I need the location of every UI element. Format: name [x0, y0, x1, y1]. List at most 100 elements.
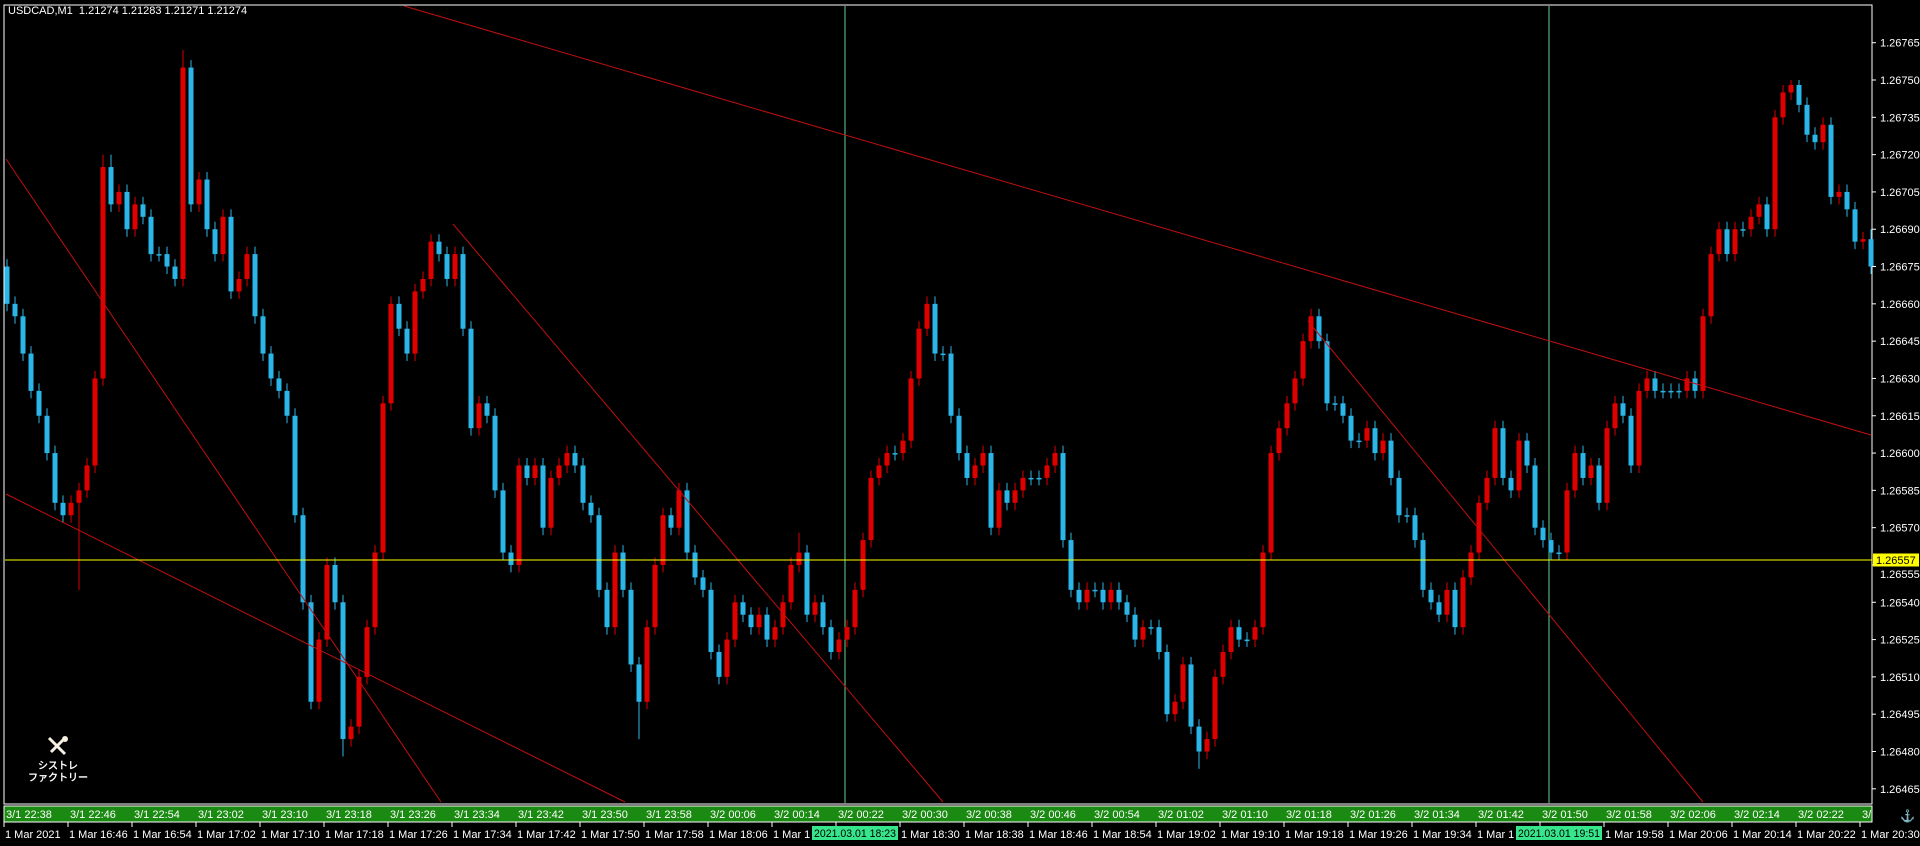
candle-body: [1004, 490, 1010, 503]
candle: [1540, 520, 1546, 548]
candle: [1164, 644, 1170, 722]
candle: [44, 408, 50, 461]
candle: [1148, 619, 1154, 635]
candle: [1332, 395, 1338, 411]
candle: [316, 632, 322, 710]
candle-body: [1340, 403, 1346, 416]
candle-body: [668, 515, 674, 528]
price-label: 1.26495: [1880, 709, 1920, 721]
candle: [676, 482, 682, 536]
candle-body: [1332, 403, 1338, 405]
trendline[interactable]: [5, 158, 442, 803]
candle-body: [980, 453, 986, 466]
candle-body: [52, 453, 58, 503]
candle: [220, 209, 226, 262]
candle: [1676, 383, 1682, 399]
candle: [1292, 370, 1298, 411]
candle: [1652, 370, 1658, 399]
candle-body: [1612, 403, 1618, 429]
candle-body: [1276, 428, 1282, 454]
candle-body: [1148, 627, 1154, 629]
candle-body: [1044, 465, 1050, 478]
candle: [300, 507, 306, 610]
time-label-bottom: 1 Mar 17:26: [389, 829, 448, 841]
trendline[interactable]: [5, 493, 626, 803]
candle: [4, 259, 10, 312]
candle: [1076, 582, 1082, 610]
candle: [660, 507, 666, 573]
candle-body: [100, 167, 106, 379]
candle-body: [228, 216, 234, 292]
candle: [348, 719, 354, 747]
candle-body: [76, 490, 82, 503]
candle-body: [268, 353, 274, 379]
candle-body: [44, 415, 50, 454]
time-label-top: 3/1 23:50: [582, 809, 628, 821]
candle: [1412, 507, 1418, 548]
candle-body: [764, 614, 770, 640]
candle: [1716, 221, 1722, 262]
candle: [268, 346, 274, 386]
candle: [1748, 209, 1754, 237]
candle-body: [1500, 428, 1506, 478]
candle-body: [1684, 378, 1690, 391]
time-label-bottom: 1 Mar 16:46: [69, 829, 128, 841]
candle: [1428, 582, 1434, 610]
candle-body: [1452, 589, 1458, 628]
time-label-bottom: 1 Mar 20:14: [1733, 829, 1792, 841]
time-label-bottom: 1 Mar 20:22: [1797, 829, 1856, 841]
time-highlight-label: 2021.03.01 18:23: [814, 828, 896, 840]
candle-body: [796, 552, 802, 565]
candle-body: [356, 676, 362, 727]
candle-body: [1660, 390, 1666, 393]
candle: [1844, 184, 1850, 217]
candle: [1036, 470, 1042, 486]
candle-body: [1356, 440, 1362, 443]
candle-body: [260, 316, 266, 354]
candle-body: [1108, 589, 1114, 603]
candle-body: [948, 353, 954, 416]
candle: [1868, 229, 1874, 274]
trendline[interactable]: [403, 5, 1872, 436]
candle: [940, 346, 946, 362]
candle: [1644, 370, 1650, 399]
scroll-lock-icon[interactable]: ⚓: [1900, 809, 1915, 823]
candle-body: [1028, 477, 1034, 480]
candle-body: [1580, 453, 1586, 478]
time-axis-band: [3, 805, 1873, 823]
candle-body: [428, 241, 434, 279]
candle: [1796, 80, 1802, 113]
candle-body: [212, 229, 218, 255]
candle: [68, 495, 74, 523]
time-label-top: 3/2 01:10: [1222, 809, 1268, 821]
symbol-timeframe: USDCAD,M1: [8, 5, 73, 17]
candle-body: [620, 552, 626, 590]
price-label: 1.26690: [1880, 224, 1920, 236]
candle: [52, 445, 58, 511]
candle-body: [1748, 216, 1754, 230]
candle-body: [956, 415, 962, 454]
candle: [964, 445, 970, 486]
candle: [692, 545, 698, 585]
time-label-top: 3/2 02:14: [1734, 809, 1780, 821]
candle: [236, 271, 242, 299]
candle: [1404, 507, 1410, 523]
candle-body: [1436, 602, 1442, 615]
candle-body: [292, 415, 298, 516]
trendline[interactable]: [452, 223, 944, 803]
trendline[interactable]: [1307, 320, 1704, 803]
candle-body: [972, 465, 978, 478]
candle-body: [188, 67, 194, 205]
candle-body: [1668, 390, 1674, 393]
candle: [1180, 656, 1186, 710]
candle-body: [1444, 589, 1450, 615]
price-label: 1.26630: [1880, 373, 1920, 385]
candle: [1740, 221, 1746, 237]
candle: [1356, 433, 1362, 449]
candle: [1788, 80, 1794, 100]
candle: [1060, 445, 1066, 548]
candle: [1580, 445, 1586, 486]
time-label-bottom: 1 Mar 17:18: [325, 829, 384, 841]
candle-body: [1364, 428, 1370, 441]
